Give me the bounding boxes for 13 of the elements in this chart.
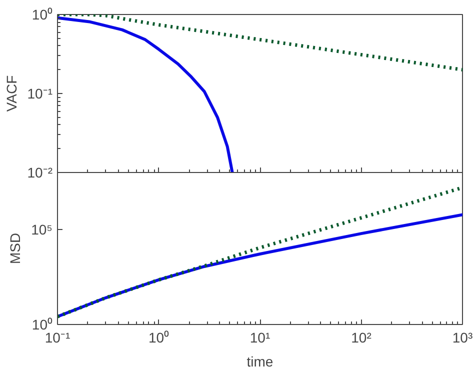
y-tick-label: 10⁰	[32, 6, 53, 22]
y-tick-label: 10⁻¹	[27, 86, 53, 102]
x-tick-label: 10⁰	[148, 330, 170, 346]
y-tick-label: 10⁵	[31, 222, 53, 238]
x-tick-label: 10²	[351, 330, 372, 346]
y-tick-label: 10⁻²	[27, 164, 53, 180]
y-tick-label: 10⁰	[32, 316, 53, 332]
y-axis-title: MSD	[7, 232, 24, 264]
x-axis-title: time	[246, 354, 274, 370]
y-axis-title: VACF	[3, 75, 20, 112]
x-tick-label: 10³	[452, 330, 473, 346]
x-tick-label: 10¹	[250, 330, 270, 346]
x-tick-label: 10⁻¹	[44, 330, 70, 346]
